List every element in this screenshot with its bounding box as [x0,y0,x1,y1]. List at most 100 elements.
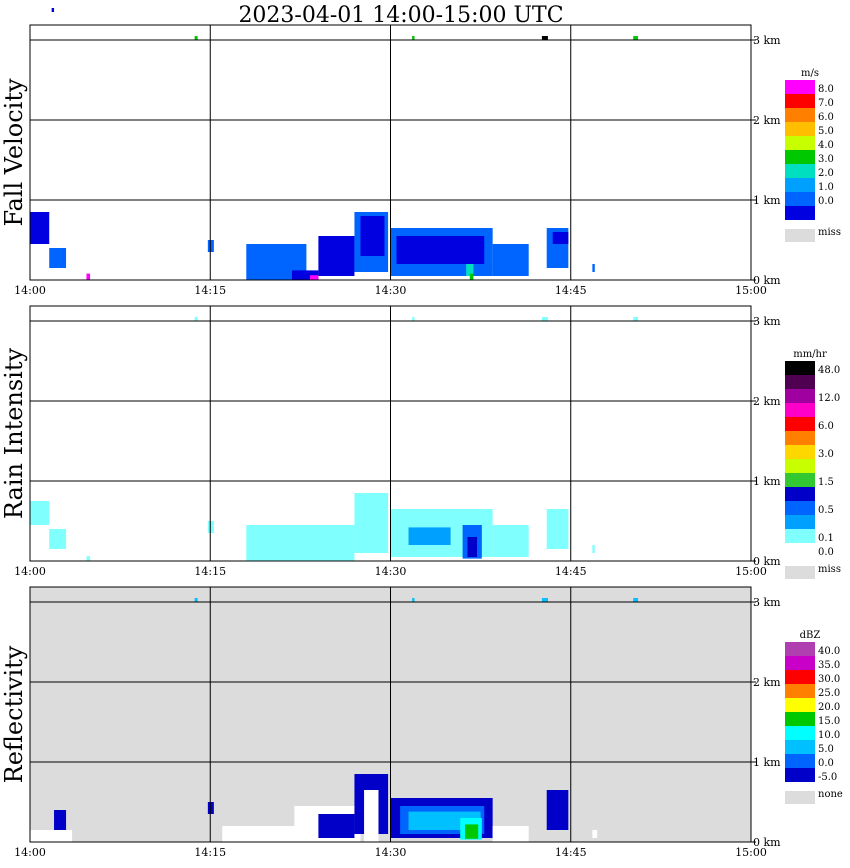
data-cell [541,317,548,321]
legend-label: 6.0 [818,421,834,432]
legend-swatch [785,389,815,403]
data-cell [633,317,639,321]
time-tick-label: 14:30 [375,565,407,578]
legend-label: 0.0 [818,196,834,207]
legend-label: 1.5 [818,477,834,488]
height-tick-label: 0 km [753,555,781,568]
data-cell [633,36,639,40]
legend-label: 5.0 [818,744,834,755]
time-tick-label: 14:00 [14,565,46,578]
legend-swatch [785,501,815,515]
legend-swatch [785,543,815,557]
time-tick-label: 14:30 [375,284,407,297]
legend-swatch [785,459,815,473]
panel-label: Reflectivity [0,645,28,783]
legend-label: 5.0 [818,126,834,137]
legend-swatch [785,656,815,670]
data-cell [396,236,485,264]
height-tick-label: 2 km [753,395,781,408]
legend-swatch [785,670,815,684]
data-cell [412,317,415,321]
plot-frame [29,24,752,281]
data-cell [492,244,529,276]
legend-label: 4.0 [818,140,834,151]
legend-missing-swatch [785,791,815,804]
data-cell [546,509,569,549]
legend-label: 3.0 [818,449,834,460]
legend-swatch [785,431,815,445]
legend-missing-swatch [785,229,815,242]
panel-fall_velocity: 0 km 1 km 2 km 3 km 14:00 14:15 14:30 14:45 15:0… [0,8,841,297]
legend-label: 1.0 [818,182,834,193]
legend-swatch [785,473,815,487]
height-tick-label: 0 km [753,836,781,849]
legend-swatch [785,403,815,417]
legend-label: 0.0 [818,547,834,558]
panel-rain_intensity: 0 km 1 km 2 km 3 km 14:00 14:15 14:30 14:45 15:0… [0,305,841,579]
legend-label: 0.0 [818,758,834,769]
legend-label: 12.0 [818,393,840,404]
legend-swatch [785,642,815,656]
data-cell [318,814,355,838]
legend-swatch [785,94,815,108]
data-cell [309,275,319,280]
height-tick-label: 3 km [753,34,781,47]
panel-label: Fall Velocity [0,78,28,227]
panels: 0 km 1 km 2 km 3 km 14:00 14:15 14:30 14:45 15:0… [0,8,843,859]
height-tick-label: 3 km [753,315,781,328]
data-cell [354,493,389,553]
data-cell [541,598,548,602]
legend-swatch [785,80,815,94]
data-cell [194,36,198,40]
data-cell [194,317,198,321]
legend-label: 3.0 [818,154,834,165]
legend-label: 35.0 [818,660,840,671]
time-tick-label: 15:00 [735,284,767,297]
legend-label: 0.1 [818,533,834,544]
legend-swatch [785,712,815,726]
data-cell [30,830,73,842]
legend-swatch [785,726,815,740]
legend-label: 48.0 [818,365,840,376]
legend-unit: dBZ [800,630,821,641]
data-cell [467,537,478,557]
legend-label: 6.0 [818,112,834,123]
data-blocks [30,8,639,280]
height-tick-label: 2 km [753,114,781,127]
data-cell [207,802,214,814]
time-tick-label: 14:15 [194,565,226,578]
data-blocks [30,317,639,561]
legend-label: -5.0 [818,772,837,783]
chart-title: 2023-04-01 14:00-15:00 UTC [238,3,563,28]
data-cell [546,790,569,830]
data-cell [469,273,474,280]
data-cell [291,270,319,280]
legend-label: 8.0 [818,84,834,95]
time-tick-label: 14:45 [555,284,587,297]
legend-swatch [785,206,815,220]
legend-label: 40.0 [818,646,840,657]
height-tick-label: 1 km [753,756,781,769]
data-cell [54,810,67,830]
time-tick-label: 14:15 [194,284,226,297]
data-cell [633,598,639,602]
time-tick-label: 14:45 [555,565,587,578]
legend-swatch [785,122,815,136]
data-cell [412,598,415,602]
legend-swatch [785,768,815,782]
data-cell [30,501,50,525]
data-cell [30,212,50,244]
data-cell [86,273,91,280]
legend-missing-label: miss [818,564,841,575]
legend-swatch [785,164,815,178]
panel-label: Rain Intensity [0,348,28,520]
time-tick-label: 14:00 [14,846,46,859]
height-tick-label: 1 km [753,194,781,207]
legend-swatch [785,375,815,389]
legend-label: 20.0 [818,702,840,713]
data-cell [541,36,548,40]
time-tick-label: 14:30 [375,846,407,859]
legend-unit: mm/hr [793,349,827,360]
legend-swatch [785,529,815,543]
